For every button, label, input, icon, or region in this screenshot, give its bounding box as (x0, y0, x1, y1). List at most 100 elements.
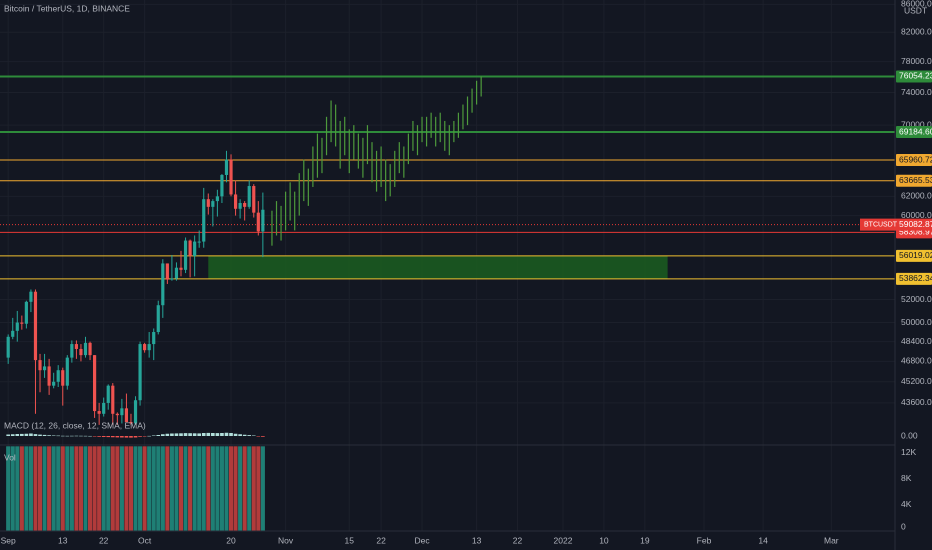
volume-bar (119, 446, 124, 531)
volume-bar (10, 446, 15, 531)
zone (208, 255, 668, 279)
macd-bar (79, 435, 83, 437)
macd-bar (179, 433, 183, 436)
volume-bar (228, 446, 234, 531)
macd-bar (147, 435, 151, 437)
macd-bar (15, 434, 20, 436)
y-tick-label: 86000.00 (901, 0, 932, 9)
volume-bar (42, 446, 47, 531)
volume-bar (24, 446, 29, 531)
candle-body (161, 263, 165, 306)
candle-body (165, 263, 169, 280)
candle-body (252, 186, 256, 213)
x-tick-label: 10 (599, 535, 609, 545)
level-tag (896, 272, 932, 285)
candle-body (70, 344, 74, 358)
macd-bar (156, 435, 161, 436)
macd-bar (211, 433, 215, 436)
candle-body (15, 322, 19, 331)
y-tick-label: 62000.00 (901, 191, 932, 201)
macd-bar (142, 436, 147, 437)
macd-bar (92, 436, 97, 437)
volume-bar (83, 446, 88, 531)
volume-bar (69, 446, 74, 531)
macd-bar (183, 433, 188, 436)
candle-body (147, 344, 151, 351)
volume-bar (260, 446, 265, 531)
candle-body (174, 267, 179, 279)
x-tick-label: 14 (758, 535, 768, 545)
macd-tick-label: 0.00 (901, 430, 918, 440)
candle-body (129, 422, 133, 424)
macd-bar (188, 433, 192, 436)
plot (0, 75, 895, 531)
y-tick-label: 82000.00 (901, 27, 932, 37)
macd-bar (24, 433, 29, 436)
macd-bar (192, 433, 197, 436)
macd-bar (251, 435, 256, 436)
candle-body (243, 203, 247, 207)
macd-bar (65, 435, 70, 437)
x-tick-label: 13 (472, 535, 482, 545)
candle-body (20, 322, 24, 324)
macd-bar (174, 433, 179, 436)
macd-bar (229, 433, 233, 436)
candle-body (111, 385, 115, 414)
level-tag (896, 249, 932, 262)
macd-bar (115, 436, 120, 438)
candle-body (42, 366, 47, 371)
macd-bar (133, 436, 138, 438)
volume-bar (242, 446, 247, 531)
volume-bar (224, 446, 229, 531)
volume-bar (142, 446, 147, 531)
macd-bar (47, 435, 51, 436)
macd-bar (106, 436, 111, 438)
volume-bar (178, 446, 184, 531)
x-tick-label: Feb (697, 535, 712, 545)
volume-bar (47, 446, 52, 531)
macd-bar (261, 436, 265, 437)
level-tag (896, 174, 932, 187)
candle-body (220, 174, 224, 197)
volume-bar (169, 446, 174, 531)
x-tick-label: 22 (513, 535, 523, 545)
candle-body (83, 342, 88, 356)
volume-bar (92, 446, 97, 531)
macd-bar (242, 434, 247, 436)
y-tick-label: 78000.00 (901, 56, 932, 66)
volume-bar (238, 446, 243, 531)
last-price-name: BTCUSDT (864, 221, 898, 228)
y-tick-label: 60000.00 (901, 210, 932, 220)
volume-bar (210, 446, 215, 531)
candle-body (11, 330, 15, 337)
volume-bar (106, 446, 111, 531)
macd-bar (10, 434, 15, 436)
macd-bar (70, 435, 74, 437)
last-price-label: 59082.87 (899, 219, 932, 229)
volume-bar (206, 446, 211, 531)
x-tick-label: 19 (640, 535, 650, 545)
volume-bar (33, 446, 38, 531)
macd-bar (20, 433, 24, 436)
volume-bar (192, 446, 197, 531)
y-tick-label: 50000.00 (901, 317, 932, 327)
level-tag (896, 70, 932, 83)
volume-bar (78, 446, 83, 531)
volume-bar (174, 446, 179, 531)
last-price-tag (860, 218, 932, 231)
candle-body (65, 357, 69, 386)
x-tick-label: 13 (58, 535, 68, 545)
candle-body (261, 209, 265, 232)
volume-bar (160, 446, 165, 531)
candle-body (238, 203, 242, 209)
volume-bar (110, 446, 115, 531)
volume-bar (197, 446, 202, 531)
candle-body (97, 411, 101, 414)
candle-body (233, 194, 238, 209)
candle-body (106, 385, 110, 403)
volume-bar (115, 446, 120, 531)
macd-bar (42, 434, 47, 436)
volume-tick-label: 8K (901, 473, 912, 483)
